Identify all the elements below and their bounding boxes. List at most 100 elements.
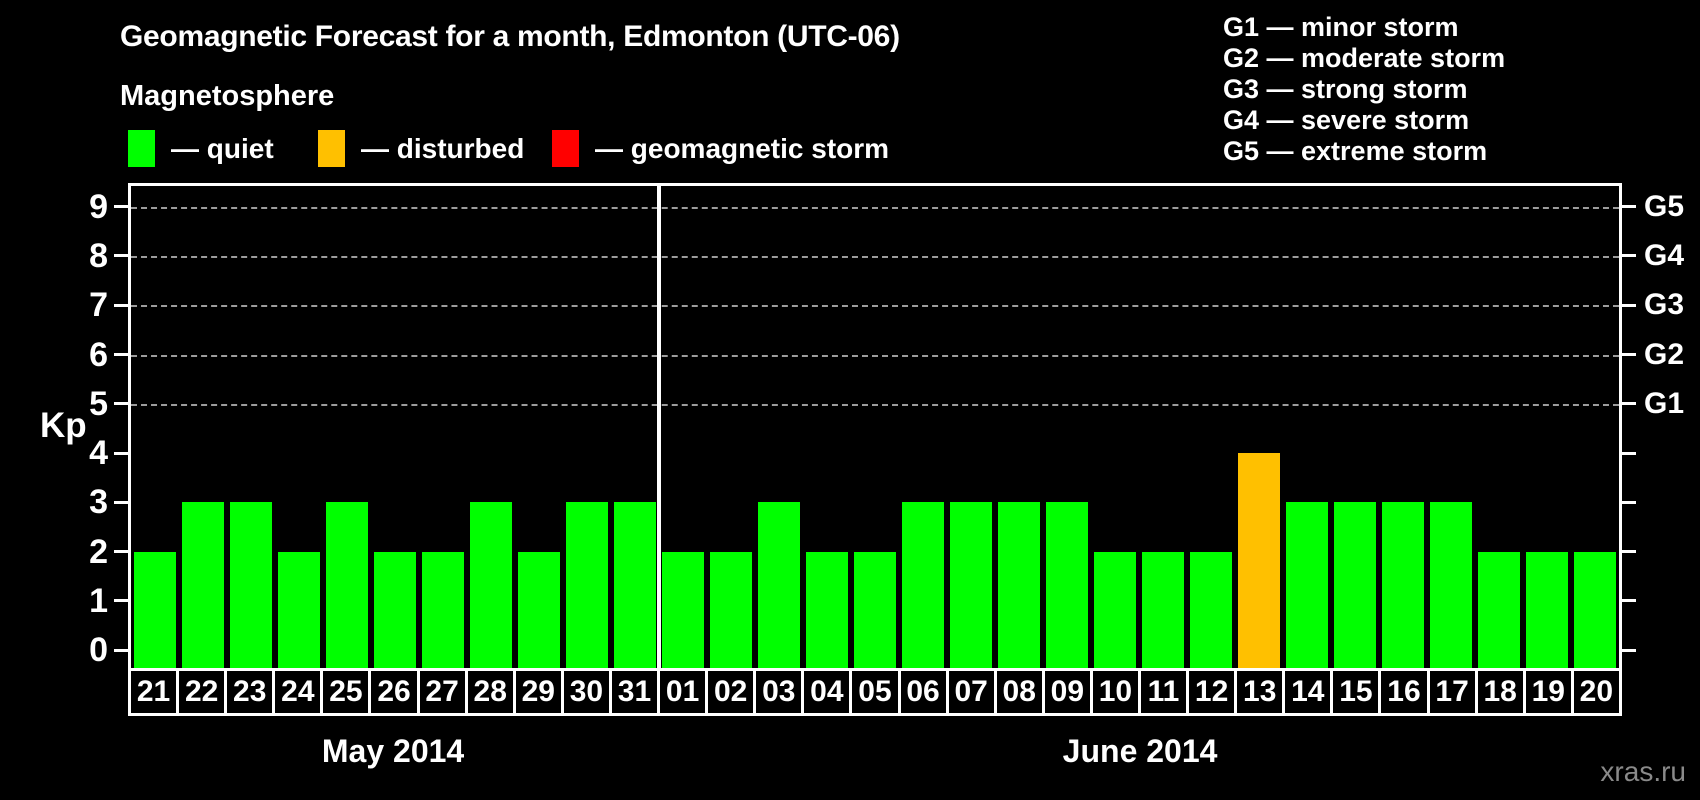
gridline-kp9 xyxy=(131,206,1619,209)
kp-bar-day-16 xyxy=(1382,502,1424,668)
day-label-cell-22: 22 xyxy=(179,671,228,713)
kp-bar-day-19 xyxy=(1526,551,1568,668)
day-label-cell-30: 30 xyxy=(564,671,612,713)
kp-bar-day-12 xyxy=(1190,551,1232,668)
legend-item-storm: — geomagnetic storm xyxy=(552,130,889,167)
legend-item-disturbed: — disturbed xyxy=(318,130,524,167)
y-tick-right-7 xyxy=(1622,303,1636,307)
day-label-cell-14: 14 xyxy=(1285,671,1334,713)
kp-bar-day-10 xyxy=(1094,551,1136,668)
day-label-cell-04: 04 xyxy=(804,671,853,713)
y-tick-label-9: 9 xyxy=(89,187,108,226)
x-axis-day-band: 21 22 23 24 25 26 27 28 29 30 31 01 02 03 04 05 06 07 08 09… xyxy=(128,668,1622,716)
day-label-cell-31: 31 xyxy=(612,671,661,713)
y-tick-label-3: 3 xyxy=(89,483,108,522)
y-tick-right-9 xyxy=(1622,205,1636,209)
kp-bar-day-21 xyxy=(134,551,176,668)
day-label-cell-12: 12 xyxy=(1189,671,1238,713)
kp-bar-day-20 xyxy=(1574,551,1616,668)
day-label-cell-24: 24 xyxy=(275,671,324,713)
kp-bar-day-24 xyxy=(278,551,320,668)
gridline-kp5 xyxy=(131,403,1619,406)
y-tick-left-9 xyxy=(114,205,128,209)
y-tick-right-1 xyxy=(1622,599,1636,603)
kp-bar-day-09 xyxy=(1046,502,1088,668)
y-tick-right-2 xyxy=(1622,550,1636,554)
day-label-cell-19: 19 xyxy=(1526,671,1574,713)
watermark: xras.ru xyxy=(1600,756,1686,787)
day-label-cell-21: 21 xyxy=(131,671,180,713)
gridline-kp8 xyxy=(131,255,1619,258)
y-tick-right-8 xyxy=(1622,254,1636,258)
kp-bar-day-07 xyxy=(950,502,992,668)
gridline-kp6 xyxy=(131,354,1619,357)
y-tick-label-0: 0 xyxy=(89,631,108,670)
kp-bar-day-05 xyxy=(854,551,896,668)
y-tick-left-4 xyxy=(114,451,128,455)
kp-bar-day-29 xyxy=(518,551,560,668)
right-axis-label-G2: G2 xyxy=(1644,337,1685,371)
month-label-0: May 2014 xyxy=(321,733,465,769)
storm-scale-item-g1: G1 — minor storm xyxy=(1223,12,1459,42)
kp-bar-day-03 xyxy=(758,502,800,668)
kp-bar-day-06 xyxy=(902,502,944,668)
y-tick-left-6 xyxy=(114,353,128,357)
day-label-cell-26: 26 xyxy=(371,671,420,713)
kp-bar-day-22 xyxy=(182,502,224,668)
kp-bar-day-04 xyxy=(806,551,848,668)
day-label-cell-18: 18 xyxy=(1478,671,1526,713)
kp-bar-day-02 xyxy=(710,551,752,668)
plot-area xyxy=(128,183,1622,668)
day-label-cell-03: 03 xyxy=(756,671,805,713)
day-label-cell-25: 25 xyxy=(323,671,372,713)
legend-item-quiet: — quiet xyxy=(128,130,274,167)
kp-bar-day-08 xyxy=(998,502,1040,668)
page-title: Geomagnetic Forecast for a month, Edmont… xyxy=(120,20,900,53)
storm-scale-item-g3: G3 — strong storm xyxy=(1223,74,1468,104)
y-tick-right-0 xyxy=(1622,648,1636,652)
day-label-cell-05: 05 xyxy=(852,671,901,713)
y-tick-label-5: 5 xyxy=(89,384,108,423)
kp-bar-day-14 xyxy=(1286,502,1328,668)
kp-bar-day-31 xyxy=(614,502,656,668)
gridline-kp7 xyxy=(131,305,1619,308)
kp-bar-day-13 xyxy=(1238,453,1280,668)
y-tick-left-1 xyxy=(114,599,128,603)
kp-bar-day-26 xyxy=(374,551,416,668)
kp-bar-day-27 xyxy=(422,551,464,668)
right-axis-label-G1: G1 xyxy=(1644,386,1685,420)
storm-scale-item-g4: G4 — severe storm xyxy=(1223,105,1470,135)
y-tick-left-0 xyxy=(114,648,128,652)
legend-item-label: — disturbed xyxy=(361,132,525,164)
day-label-cell-28: 28 xyxy=(468,671,516,713)
quiet-color-swatch-icon xyxy=(128,130,155,167)
storm-scale-item-g5: G5 — extreme storm xyxy=(1223,136,1488,166)
y-tick-left-3 xyxy=(114,500,128,504)
day-label-cell-17: 17 xyxy=(1430,671,1478,713)
legend-item-label: — quiet xyxy=(171,132,274,164)
legend-title: Magnetosphere xyxy=(120,80,335,112)
kp-bar-day-15 xyxy=(1334,502,1376,668)
storm-scale-legend: G1 — minor storm G2 — moderate storm G3 … xyxy=(1223,12,1505,167)
y-tick-label-1: 1 xyxy=(89,581,108,620)
day-label-cell-15: 15 xyxy=(1333,671,1382,713)
storm-scale-item-g2: G2 — moderate storm xyxy=(1223,43,1506,73)
y-tick-left-5 xyxy=(114,402,128,406)
day-label-cell-27: 27 xyxy=(420,671,468,713)
day-label-cell-16: 16 xyxy=(1381,671,1430,713)
day-label-cell-20: 20 xyxy=(1579,675,1614,708)
y-tick-left-2 xyxy=(114,550,128,554)
legend-item-label: — geomagnetic storm xyxy=(595,132,890,164)
kp-bar-day-17 xyxy=(1429,502,1472,668)
kp-bar-day-28 xyxy=(470,502,512,668)
kp-bar-day-01 xyxy=(662,551,704,668)
month-separator-line xyxy=(657,186,661,668)
month-label-1: June 2014 xyxy=(1062,733,1218,769)
y-tick-right-4 xyxy=(1622,451,1636,455)
day-label-cell-07: 07 xyxy=(949,671,997,713)
day-label-cell-02: 02 xyxy=(708,671,757,713)
day-label-cell-23: 23 xyxy=(227,671,276,713)
day-label-cell-01: 01 xyxy=(660,671,709,713)
y-tick-label-6: 6 xyxy=(89,335,108,374)
day-label-cell-10: 10 xyxy=(1093,671,1141,713)
